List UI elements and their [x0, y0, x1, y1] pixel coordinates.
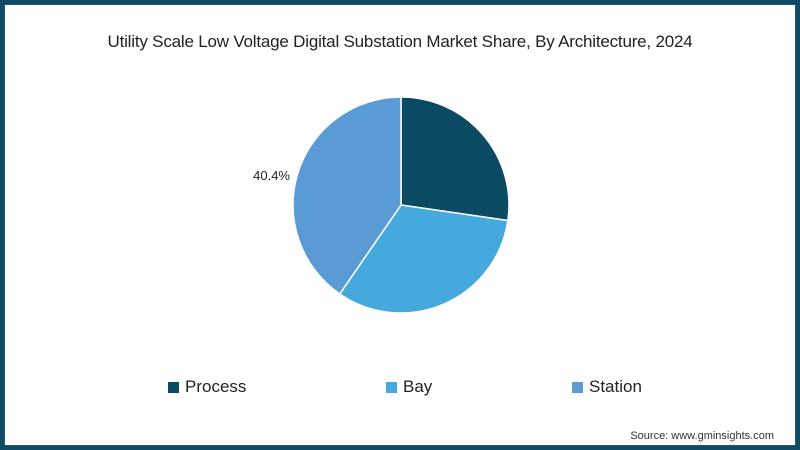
legend-swatch-bay — [386, 381, 397, 393]
legend-label-process: Process — [185, 377, 247, 396]
source-note: Source: www.gminsights.com — [630, 430, 774, 442]
chart-title: Utility Scale Low Voltage Digital Substa… — [107, 32, 693, 51]
legend-swatch-process — [168, 381, 179, 393]
legend-swatch-station — [572, 381, 583, 393]
legend-item-process: Process — [168, 377, 246, 397]
pie-slice-station — [292, 96, 402, 295]
pie-slice-bay — [338, 204, 509, 314]
station-value-label: 40.4% — [253, 168, 290, 183]
legend-item-bay: Bay — [386, 377, 432, 397]
legend: Process Bay Station — [0, 377, 800, 401]
legend-label-station: Station — [589, 377, 642, 396]
pie-slice-process — [400, 96, 510, 222]
legend-item-station: Station — [572, 377, 642, 397]
legend-label-bay: Bay — [403, 377, 433, 396]
